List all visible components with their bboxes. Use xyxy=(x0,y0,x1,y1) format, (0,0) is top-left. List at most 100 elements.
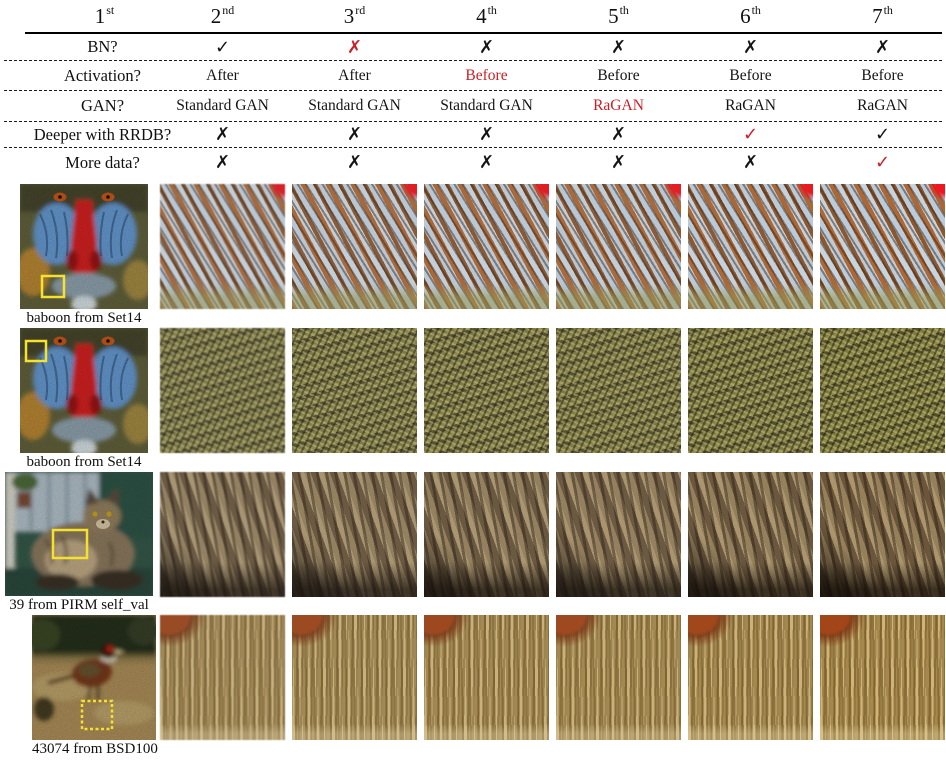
table-value-cell: ✗ xyxy=(346,36,363,58)
result-crop xyxy=(820,472,945,597)
comparison-row-baboon-fur: baboon from Set14 xyxy=(0,328,946,472)
reference-label: 43074 from BSD100 xyxy=(32,741,158,757)
result-crop xyxy=(424,615,549,740)
reference-cell: baboon from Set14 xyxy=(0,184,153,328)
header-number: 2 xyxy=(210,3,222,28)
header-ordinal-suffix: th xyxy=(487,2,497,17)
result-crop xyxy=(292,184,417,309)
reference-image-baboon xyxy=(20,184,148,309)
table-value-cell: ✗ xyxy=(346,124,363,145)
result-crop xyxy=(556,472,681,597)
row-divider xyxy=(4,60,942,61)
table-value-cell: ✗ xyxy=(214,124,231,145)
table-value-cell: ✗ xyxy=(874,36,891,58)
table-row-activation: Activation? After After Before Before Be… xyxy=(0,61,946,90)
reference-label: baboon from Set14 xyxy=(26,310,142,326)
row-divider xyxy=(4,147,942,148)
reference-cell: 39 from PIRM self_val xyxy=(0,472,153,615)
zoom-region-box xyxy=(80,699,114,731)
result-crop xyxy=(424,472,549,597)
table-row-gan: GAN? Standard GAN Standard GAN Standard … xyxy=(0,91,946,121)
comparison-row-cat: 39 from PIRM self_val xyxy=(0,472,946,615)
table-value-cell: ✗ xyxy=(742,36,759,58)
result-crop xyxy=(688,472,813,597)
row-label: Activation? xyxy=(64,65,141,85)
table-value-cell: ✓ xyxy=(874,124,891,145)
reference-cell: baboon from Set14 xyxy=(0,328,153,472)
table-value-cell: ✗ xyxy=(478,152,495,173)
header-ordinal-suffix: rd xyxy=(355,2,366,17)
reference-label: baboon from Set14 xyxy=(26,454,142,470)
result-crop xyxy=(292,328,417,453)
table-value-cell: After xyxy=(338,66,371,84)
header-ordinal-suffix: th xyxy=(883,2,893,17)
table-value-cell: ✗ xyxy=(742,152,759,173)
result-crop xyxy=(556,184,681,309)
table-value-cell: ✗ xyxy=(346,152,363,173)
table-value-cell: ✗ xyxy=(610,152,627,173)
reference-image-pheasant xyxy=(32,615,156,740)
table-value-cell: Standard GAN xyxy=(176,97,269,114)
result-crop xyxy=(688,328,813,453)
header-number: 1 xyxy=(94,3,106,28)
table-row-bn: BN? ✓ ✗ ✗ ✗ ✗ ✗ xyxy=(0,34,946,60)
table-row-rrdb: Deeper with RRDB? ✗ ✗ ✗ ✗ ✓ ✓ xyxy=(0,122,946,147)
result-crop xyxy=(556,615,681,740)
row-divider xyxy=(4,90,942,91)
reference-cell: 43074 from BSD100 xyxy=(0,615,158,759)
table-value-cell: Before xyxy=(597,66,640,84)
table-value-cell: RaGAN xyxy=(593,97,644,114)
row-label: More data? xyxy=(65,152,140,172)
result-crop xyxy=(820,615,945,740)
table-value-cell: ✓ xyxy=(214,36,231,58)
header-number: 6 xyxy=(740,3,751,28)
table-value-cell: ✗ xyxy=(214,152,231,173)
table-value-cell: ✗ xyxy=(610,36,627,58)
comparison-row-baboon-whiskers: baboon from Set14 xyxy=(0,184,946,328)
table-value-cell: Before xyxy=(465,66,508,84)
comparison-row-pheasant: 43074 from BSD100 xyxy=(0,615,946,759)
result-crop xyxy=(292,472,417,597)
result-crop xyxy=(160,328,285,453)
header-ordinal-suffix: th xyxy=(619,2,629,17)
row-label: GAN? xyxy=(80,96,125,115)
result-crop xyxy=(160,184,285,309)
table-top-rule xyxy=(25,32,942,34)
zoom-region-box xyxy=(24,339,48,363)
zoom-region-box xyxy=(51,528,89,560)
row-label: Deeper with RRDB? xyxy=(33,124,172,144)
table-value-cell: ✗ xyxy=(610,124,627,145)
table-value-cell: Before xyxy=(861,66,904,84)
table-value-cell: ✗ xyxy=(478,36,495,58)
result-crop xyxy=(160,615,285,740)
result-crop xyxy=(688,184,813,309)
table-value-cell: ✓ xyxy=(742,124,759,145)
row-label: BN? xyxy=(87,37,118,56)
table-row-more-data: More data? ✗ ✗ ✗ ✗ ✗ ✓ xyxy=(0,148,946,177)
table-value-cell: Before xyxy=(729,66,772,84)
header-number: 4 xyxy=(476,3,487,28)
result-crop xyxy=(424,184,549,309)
result-crop xyxy=(820,184,945,309)
image-comparison-section: baboon from Set14 xyxy=(0,184,946,759)
result-crop xyxy=(820,328,945,453)
table-value-cell: RaGAN xyxy=(725,97,776,114)
table-value-cell: ✗ xyxy=(478,124,495,145)
row-divider xyxy=(4,121,942,122)
reference-label: 39 from PIRM self_val xyxy=(9,597,149,613)
table-value-cell: RaGAN xyxy=(857,97,908,114)
reference-image-baboon xyxy=(20,328,148,453)
header-ordinal-suffix: th xyxy=(751,2,761,17)
result-crop xyxy=(160,472,285,597)
header-number: 7 xyxy=(872,3,883,28)
reference-image-cat xyxy=(5,472,153,596)
table-value-cell: Standard GAN xyxy=(440,97,533,114)
result-crop xyxy=(556,328,681,453)
